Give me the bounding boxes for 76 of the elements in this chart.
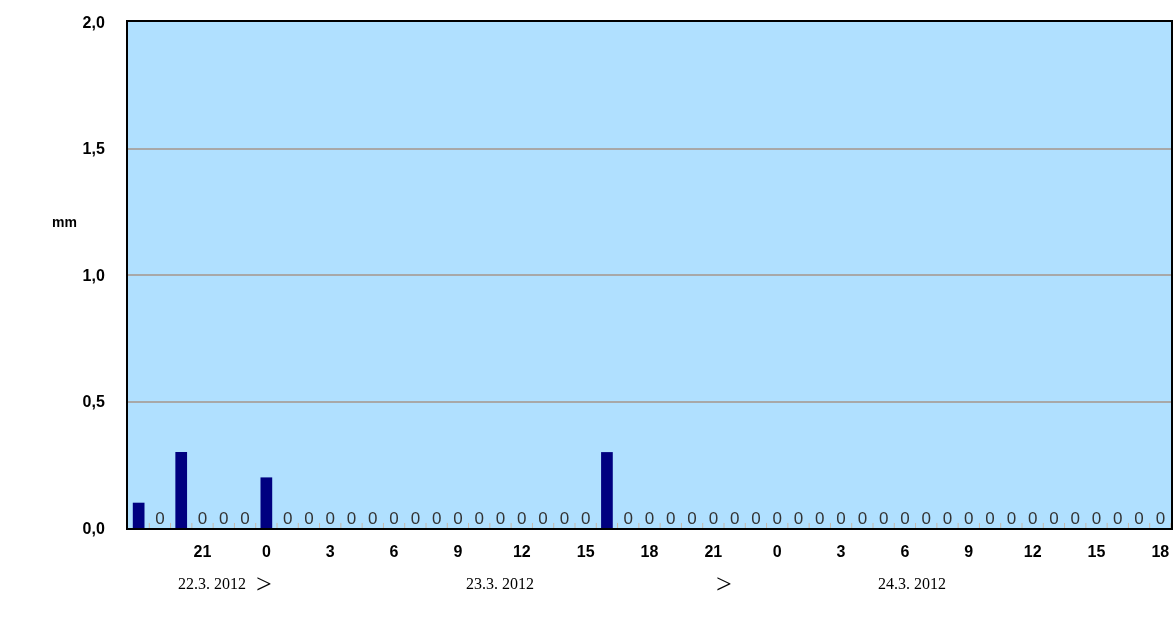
y-tick-label: 2,0 — [82, 13, 105, 31]
x-tick-label: 12 — [1023, 543, 1042, 561]
data-label: 0 — [1134, 508, 1144, 528]
data-label: 0 — [623, 508, 633, 528]
data-label: 0 — [474, 508, 484, 528]
data-label: 0 — [942, 508, 953, 528]
data-label: 0 — [708, 508, 719, 528]
data-label: 0 — [197, 508, 208, 528]
data-label: 0 — [1049, 508, 1059, 528]
data-label: 0 — [517, 508, 527, 528]
data-label: 0 — [325, 508, 335, 528]
data-label: 0 — [1113, 508, 1123, 528]
text: 22.3. 2012 — [178, 575, 246, 592]
x-tick-label: 15 — [576, 543, 595, 561]
x-tick-label: 21 — [193, 543, 212, 561]
data-label: 0 — [1027, 508, 1038, 528]
data-label: 0 — [644, 508, 655, 528]
data-label: 0 — [836, 508, 846, 528]
bar — [175, 452, 188, 528]
x-tick-label: 6 — [900, 543, 910, 561]
x-tick-label: 9 — [964, 543, 974, 561]
x-tick-label: 9 — [453, 543, 463, 561]
data-label: 0 — [687, 508, 697, 528]
data-label: 0 — [538, 508, 548, 528]
data-label: 0 — [878, 508, 889, 528]
y-axis-title: mm — [52, 214, 77, 230]
x-tick-label: 3 — [325, 543, 335, 561]
x-tick-label: 18 — [1151, 543, 1170, 561]
data-label: 0 — [389, 508, 399, 528]
x-tick-label: 18 — [640, 543, 659, 561]
x-tick-label: 6 — [389, 543, 399, 561]
data-label: 0 — [282, 508, 293, 528]
data-label: 0 — [921, 508, 931, 528]
data-label: 0 — [964, 508, 974, 528]
data-label: 0 — [772, 508, 782, 528]
data-label: 0 — [985, 508, 995, 528]
x-tick-label: 12 — [512, 543, 531, 561]
x-tick-label: 15 — [1087, 543, 1106, 561]
data-label: 0 — [431, 508, 442, 528]
data-label: 0 — [559, 508, 570, 528]
bar — [132, 502, 145, 528]
data-label: 0 — [815, 508, 825, 528]
data-label: 0 — [793, 508, 804, 528]
data-label: 0 — [240, 508, 250, 528]
data-label: 0 — [453, 508, 463, 528]
data-label: 0 — [1006, 508, 1017, 528]
bar — [601, 452, 613, 528]
text: 24.3. 2012 — [878, 575, 946, 592]
data-label: 0 — [495, 508, 506, 528]
data-label: 0 — [155, 508, 165, 528]
data-label: 0 — [580, 508, 591, 528]
data-label: 0 — [1155, 508, 1166, 528]
text: 23.3. 2012 — [466, 575, 534, 592]
y-tick-label: 0,0 — [82, 519, 105, 537]
text: > — [716, 568, 732, 599]
y-tick-label: 0,5 — [82, 393, 105, 411]
data-label: 0 — [410, 508, 421, 528]
bar — [260, 477, 273, 528]
data-label: 0 — [729, 508, 740, 528]
data-label: 0 — [1091, 508, 1102, 528]
x-tick-label: 0 — [261, 543, 271, 561]
data-label: 0 — [1070, 508, 1080, 528]
x-tick-label: 3 — [836, 543, 846, 561]
data-label: 0 — [751, 508, 761, 528]
y-tick-label: 1,0 — [82, 266, 105, 284]
data-label: 0 — [368, 508, 378, 528]
data-label: 0 — [857, 508, 868, 528]
y-tick-label: 1,5 — [82, 140, 105, 158]
data-label: 0 — [219, 508, 229, 528]
text: > — [256, 568, 272, 599]
data-label: 0 — [666, 508, 676, 528]
data-label: 0 — [900, 508, 910, 528]
data-label: 0 — [346, 508, 357, 528]
data-label: 0 — [304, 508, 314, 528]
x-tick-label: 0 — [772, 543, 782, 561]
x-tick-label: 21 — [704, 543, 723, 561]
